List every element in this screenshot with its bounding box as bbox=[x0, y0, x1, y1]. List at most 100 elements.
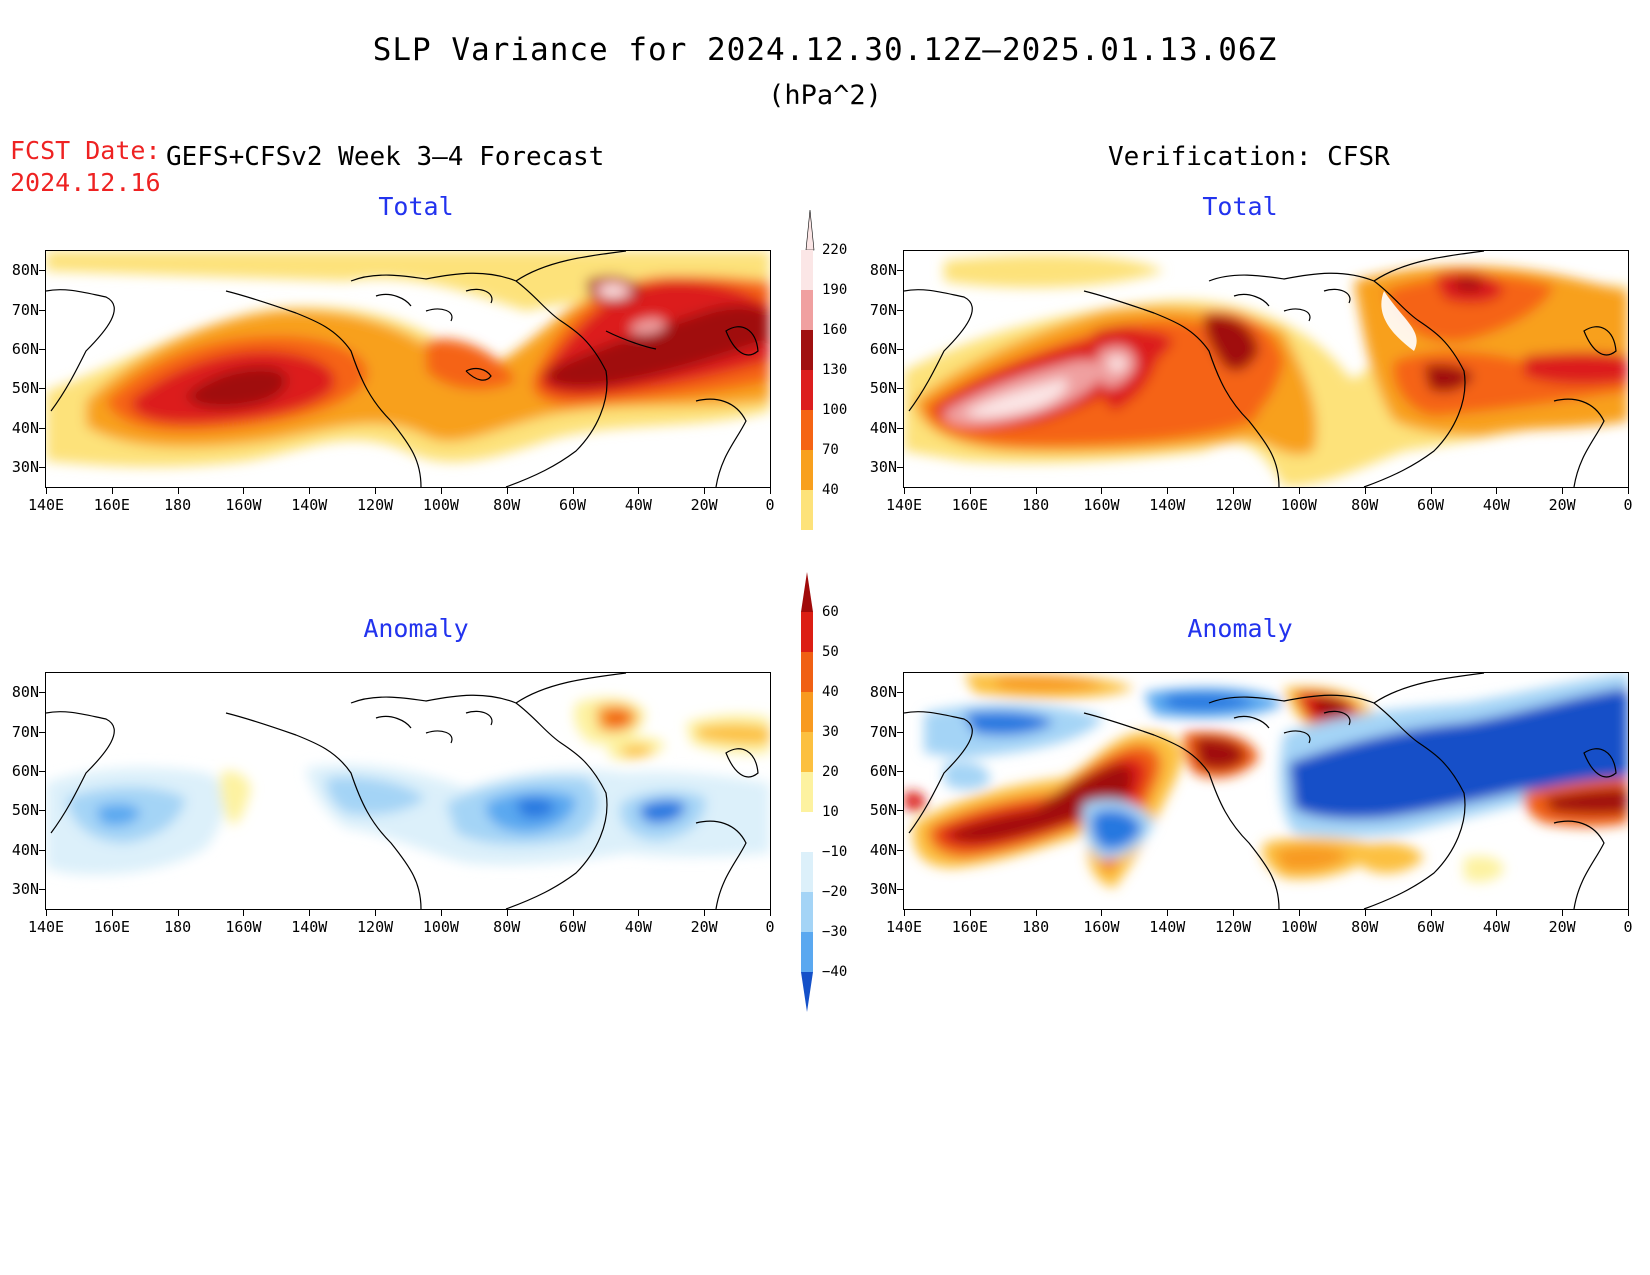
lon-label-forecast-anomaly: 60W bbox=[558, 918, 587, 936]
lat-tick bbox=[39, 388, 45, 389]
lon-label-verification-total: 140E bbox=[885, 496, 923, 514]
lon-tick bbox=[904, 910, 905, 916]
lon-label-verification-anomaly: 100W bbox=[1280, 918, 1317, 936]
lon-label-verification-total: 160E bbox=[951, 496, 988, 514]
lon-label-verification-anomaly: 60W bbox=[1416, 918, 1445, 936]
panel-title-verification-anomaly: Anomaly bbox=[1187, 614, 1293, 643]
lat-label-forecast-total: 70N bbox=[11, 301, 39, 319]
lat-tick bbox=[39, 349, 45, 350]
lon-label-verification-anomaly: 180 bbox=[1022, 918, 1050, 936]
lat-label-verification-total: 40N bbox=[869, 419, 897, 437]
lon-label-verification-anomaly: 160W bbox=[1083, 918, 1120, 936]
lon-label-forecast-total: 160W bbox=[225, 496, 262, 514]
lon-tick bbox=[309, 910, 311, 916]
lat-tick bbox=[897, 270, 903, 271]
lat-label-forecast-total: 50N bbox=[11, 379, 39, 397]
colorbar-anomaly-label-8: −30 bbox=[822, 924, 848, 940]
lat-label-verification-total: 60N bbox=[869, 340, 897, 358]
lat-tick bbox=[897, 428, 903, 429]
lon-label-forecast-total: 140W bbox=[291, 496, 328, 514]
lon-label-verification-anomaly: 20W bbox=[1548, 918, 1576, 936]
lon-tick bbox=[309, 488, 311, 494]
lat-label-forecast-anomaly: 50N bbox=[11, 801, 39, 819]
map-forecast-total bbox=[45, 250, 771, 488]
lon-label-verification-anomaly: 0 bbox=[1623, 918, 1633, 936]
lon-label-forecast-anomaly: 20W bbox=[690, 918, 718, 936]
figure-title: SLP Variance for 2024.12.30.12Z–2025.01.… bbox=[372, 32, 1278, 68]
lon-tick bbox=[969, 910, 971, 916]
lat-tick bbox=[39, 732, 45, 733]
lon-tick bbox=[1496, 910, 1498, 916]
lon-label-forecast-anomaly: 140W bbox=[291, 918, 328, 936]
lon-label-forecast-anomaly: 120W bbox=[357, 918, 394, 936]
lat-label-forecast-total: 40N bbox=[11, 419, 39, 437]
fcst-date-label: FCST Date: bbox=[10, 136, 161, 165]
lat-tick bbox=[39, 428, 45, 429]
colorbar-anomaly-label-0: 60 bbox=[822, 604, 839, 620]
lat-tick bbox=[897, 692, 903, 693]
colorbar-total-label-5: 70 bbox=[822, 442, 839, 458]
lon-tick bbox=[704, 910, 706, 916]
lon-label-verification-total: 80W bbox=[1351, 496, 1379, 514]
lon-tick bbox=[1233, 488, 1235, 494]
lon-tick bbox=[243, 488, 245, 494]
lon-label-verification-total: 100W bbox=[1280, 496, 1317, 514]
colorbar-total-label-0: 220 bbox=[822, 242, 848, 258]
lon-label-verification-total: 180 bbox=[1022, 496, 1050, 514]
lon-label-forecast-anomaly: 100W bbox=[422, 918, 459, 936]
lon-tick bbox=[638, 910, 640, 916]
lon-label-forecast-total: 180 bbox=[164, 496, 192, 514]
colorbar-anomaly-label-9: −40 bbox=[822, 964, 848, 980]
lat-label-forecast-total: 30N bbox=[11, 458, 39, 476]
colorbar-total-label-3: 130 bbox=[822, 362, 848, 378]
lon-tick bbox=[1628, 910, 1629, 916]
lon-tick bbox=[177, 910, 179, 916]
lon-label-forecast-anomaly: 0 bbox=[765, 918, 775, 936]
lon-tick bbox=[1364, 910, 1366, 916]
lat-tick bbox=[897, 810, 903, 811]
lat-tick bbox=[897, 889, 903, 890]
lat-label-verification-anomaly: 40N bbox=[869, 841, 897, 859]
lon-tick bbox=[1430, 910, 1432, 916]
lat-tick bbox=[897, 467, 903, 468]
colorbar-anomaly-label-3: 30 bbox=[822, 724, 839, 740]
lat-label-forecast-total: 80N bbox=[11, 261, 39, 279]
lon-label-forecast-total: 140E bbox=[27, 496, 65, 514]
lon-tick bbox=[1562, 910, 1564, 916]
lon-label-verification-anomaly: 160E bbox=[951, 918, 988, 936]
forecast-subtitle: GEFS+CFSv2 Week 3–4 Forecast bbox=[166, 142, 605, 172]
lon-tick bbox=[46, 488, 47, 494]
lon-tick bbox=[1035, 488, 1037, 494]
lat-label-verification-anomaly: 30N bbox=[869, 880, 897, 898]
lat-label-forecast-total: 60N bbox=[11, 340, 39, 358]
lat-tick bbox=[39, 810, 45, 811]
colorbar-total-label-4: 100 bbox=[822, 402, 848, 418]
lat-label-verification-total: 50N bbox=[869, 379, 897, 397]
lon-tick bbox=[243, 910, 245, 916]
panel-title-verification-total: Total bbox=[1202, 192, 1278, 221]
panel-title-forecast-anomaly: Anomaly bbox=[363, 614, 469, 643]
lon-label-forecast-anomaly: 180 bbox=[164, 918, 192, 936]
verification-subtitle: Verification: CFSR bbox=[1108, 142, 1390, 172]
lon-tick bbox=[1167, 910, 1169, 916]
lon-tick bbox=[1233, 910, 1235, 916]
lon-tick bbox=[1101, 910, 1103, 916]
lon-tick bbox=[375, 910, 377, 916]
lon-label-forecast-total: 100W bbox=[422, 496, 459, 514]
lon-label-verification-anomaly: 140E bbox=[885, 918, 923, 936]
colorbar-total-label-2: 160 bbox=[822, 322, 848, 338]
lat-tick bbox=[39, 771, 45, 772]
lon-label-forecast-total: 0 bbox=[765, 496, 775, 514]
lat-tick bbox=[897, 850, 903, 851]
lon-tick bbox=[506, 910, 508, 916]
lat-label-verification-anomaly: 60N bbox=[869, 762, 897, 780]
lon-label-forecast-total: 160E bbox=[93, 496, 130, 514]
lon-label-forecast-total: 120W bbox=[357, 496, 394, 514]
lat-tick bbox=[39, 889, 45, 890]
lon-tick bbox=[1628, 488, 1629, 494]
lat-tick bbox=[39, 850, 45, 851]
lon-label-forecast-anomaly: 80W bbox=[493, 918, 521, 936]
lat-tick bbox=[39, 310, 45, 311]
lat-tick bbox=[897, 771, 903, 772]
lat-tick bbox=[897, 349, 903, 350]
